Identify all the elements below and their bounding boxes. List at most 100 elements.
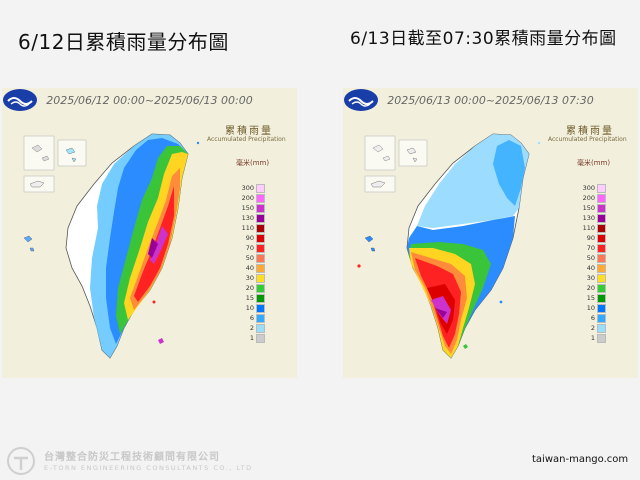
legend-level: 70	[581, 243, 611, 253]
legend-level: 20	[581, 283, 611, 293]
legend-color-swatch	[597, 213, 606, 223]
website-link[interactable]: taiwan-mango.com	[532, 454, 629, 465]
legend-color-swatch	[597, 183, 606, 193]
legend-level: 300	[581, 183, 611, 193]
legend-color-swatch	[256, 333, 265, 343]
legend-level-label: 6	[249, 314, 254, 322]
legend-level: 10	[240, 303, 270, 313]
legend-level-label: 150	[582, 204, 595, 212]
legend-level-label: 70	[586, 244, 595, 252]
legend-level-label: 130	[241, 214, 254, 222]
legend-color-swatch	[256, 293, 265, 303]
legend-level: 40	[240, 263, 270, 273]
legend-level: 50	[240, 253, 270, 263]
legend-color-swatch	[256, 313, 265, 323]
color-legend-right: 300 200 150 130 110 90 70 50 40 30 20 15 10 6 2 1	[581, 183, 611, 343]
legend-color-swatch	[256, 283, 265, 293]
legend-color-swatch	[597, 193, 606, 203]
legend-color-swatch	[256, 253, 265, 263]
legend-color-swatch	[256, 323, 265, 333]
legend-level: 30	[581, 273, 611, 283]
legend-level: 150	[240, 203, 270, 213]
rainfall-map-right: 2025/06/13 00:00~2025/06/13 07:30 累積雨量 A…	[343, 88, 638, 378]
kinmen-matsu-inset	[23, 135, 55, 171]
legend-level-label: 15	[245, 294, 254, 302]
legend-level-label: 10	[586, 304, 595, 312]
legend-unit-right: 毫米(mm)	[577, 159, 611, 167]
legend-color-swatch	[256, 223, 265, 233]
legend-level-label: 50	[245, 254, 254, 262]
legend-color-swatch	[256, 273, 265, 283]
legend-level: 110	[581, 223, 611, 233]
legend-level: 130	[581, 213, 611, 223]
legend-level-label: 200	[582, 194, 595, 202]
legend-level-label: 200	[241, 194, 254, 202]
legend-color-swatch	[256, 263, 265, 273]
legend-level: 15	[581, 293, 611, 303]
legend-level: 200	[581, 193, 611, 203]
legend-color-swatch	[597, 203, 606, 213]
legend-level-label: 30	[245, 274, 254, 282]
company-english-name: E-TORN ENGINEERING CONSULTANTS CO., LTD	[44, 464, 253, 472]
legend-color-swatch	[597, 243, 606, 253]
legend-level: 130	[240, 213, 270, 223]
legend-title-right: 累積雨量	[566, 126, 614, 137]
legend-color-swatch	[256, 233, 265, 243]
legend-level-label: 2	[249, 324, 254, 332]
taiwan-map-right	[357, 133, 541, 359]
legend-level-label: 6	[590, 314, 595, 322]
rainfall-map-left: 2025/06/12 00:00~2025/06/13 00:00 累積雨量 A…	[2, 88, 297, 378]
legend-level: 200	[240, 193, 270, 203]
legend-level: 6	[240, 313, 270, 323]
legend-subtitle-left: Accumulated Precipitation	[207, 136, 286, 143]
legend-level: 2	[240, 323, 270, 333]
legend-color-swatch	[256, 213, 265, 223]
legend-color-swatch	[256, 183, 265, 193]
legend-color-swatch	[597, 263, 606, 273]
legend-level-label: 20	[586, 284, 595, 292]
legend-level: 30	[240, 273, 270, 283]
legend-level-label: 40	[245, 264, 254, 272]
legend-color-swatch	[256, 303, 265, 313]
legend-level-label: 90	[586, 234, 595, 242]
period-label-right: 2025/06/13 00:00~2025/06/13 07:30	[387, 94, 594, 107]
legend-color-swatch	[597, 283, 606, 293]
legend-level-label: 110	[241, 224, 254, 232]
legend-level-label: 300	[241, 184, 254, 192]
legend-color-swatch	[597, 303, 606, 313]
legend-level-label: 30	[586, 274, 595, 282]
company-footer: 台灣整合防災工程技術顧問有限公司 E-TORN ENGINEERING CONS…	[6, 440, 266, 480]
legend-title-left: 累積雨量	[225, 126, 273, 137]
legend-level: 50	[581, 253, 611, 263]
legend-color-swatch	[597, 223, 606, 233]
legend-color-swatch	[256, 203, 265, 213]
legend-level: 40	[581, 263, 611, 273]
cwb-logo-icon	[3, 89, 37, 111]
legend-level: 300	[240, 183, 270, 193]
company-name: 台灣整合防災工程技術顧問有限公司	[44, 452, 220, 463]
legend-level-label: 70	[245, 244, 254, 252]
legend-level: 90	[581, 233, 611, 243]
legend-level-label: 15	[586, 294, 595, 302]
legend-level-label: 110	[582, 224, 595, 232]
legend-subtitle-right: Accumulated Precipitation	[548, 136, 627, 143]
legend-unit-left: 毫米(mm)	[236, 159, 270, 167]
cwb-logo-icon	[344, 89, 378, 111]
legend-color-swatch	[256, 193, 265, 203]
legend-level-label: 20	[245, 284, 254, 292]
legend-color-swatch	[597, 233, 606, 243]
legend-level: 15	[240, 293, 270, 303]
legend-level: 110	[240, 223, 270, 233]
legend-level: 70	[240, 243, 270, 253]
legend-level: 20	[240, 283, 270, 293]
legend-level: 1	[240, 333, 270, 343]
legend-color-swatch	[597, 323, 606, 333]
left-map-title: 6/12日累積雨量分布圖	[18, 30, 229, 54]
period-label-left: 2025/06/12 00:00~2025/06/13 00:00	[46, 94, 253, 107]
legend-level-label: 130	[582, 214, 595, 222]
legend-level: 90	[240, 233, 270, 243]
legend-level-label: 10	[245, 304, 254, 312]
kinmen-matsu-inset	[364, 135, 396, 171]
legend-level-label: 90	[245, 234, 254, 242]
legend-level: 10	[581, 303, 611, 313]
